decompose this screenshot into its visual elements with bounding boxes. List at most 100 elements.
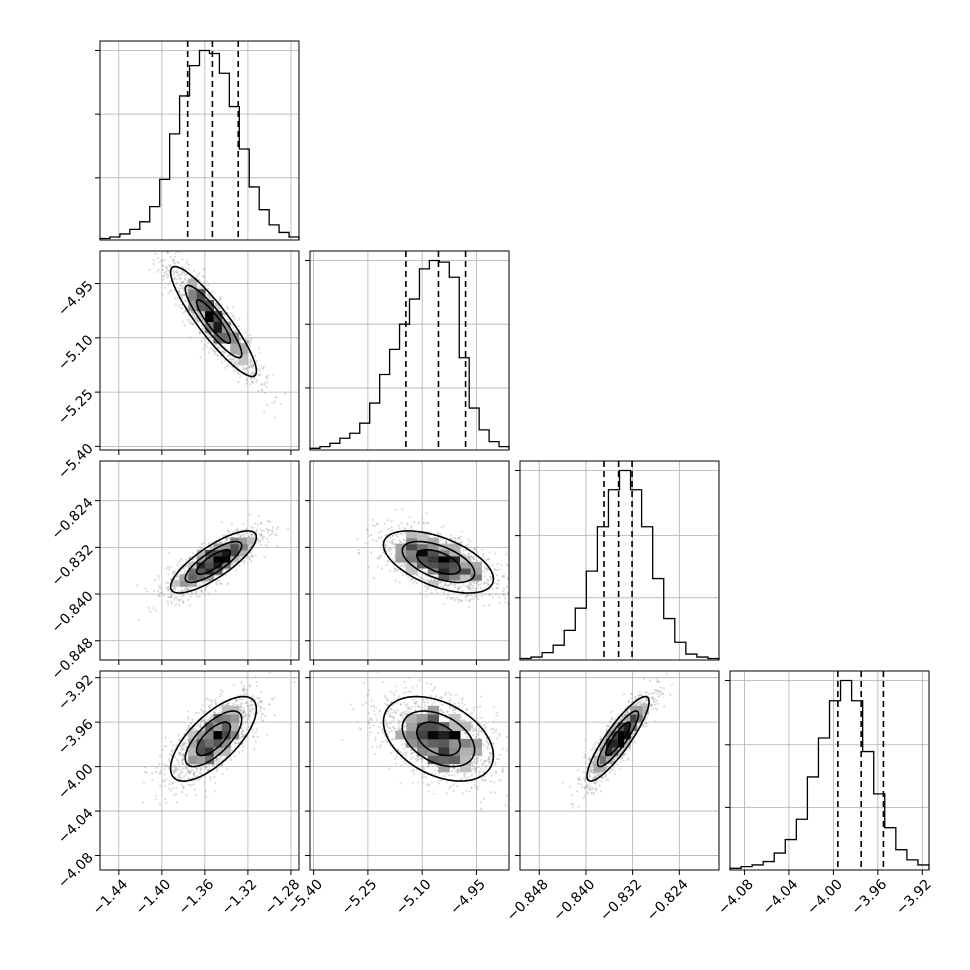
sample-point [651,692,654,695]
sample-point [186,769,189,772]
density-cell [213,730,223,740]
sample-point [487,579,490,582]
sample-point [242,710,245,714]
sample-point [208,698,211,701]
sample-point [399,714,403,717]
sample-point [158,261,161,264]
sample-point [275,528,279,531]
density-cell [427,568,439,575]
sample-point [230,563,233,566]
sample-point [224,574,228,577]
sample-point [226,307,230,310]
sample-point [243,715,246,718]
sample-point [399,713,402,716]
sample-point [492,720,495,723]
sample-point [392,692,395,695]
sample-point [252,735,255,738]
sample-point [180,595,184,598]
sample-point [157,577,160,580]
sample-point [349,703,353,706]
sample-point [247,355,251,358]
sample-point [649,704,652,707]
sample-point [260,533,263,536]
sample-point [433,701,436,704]
density-cell [188,747,198,756]
contour-level-1 [401,710,476,768]
density-cell [247,537,256,545]
sample-point [363,546,366,550]
sample-point [395,755,399,758]
sample-point [595,788,598,791]
sample-point [663,705,666,708]
sample-point [384,543,388,547]
sample-point [586,792,590,795]
sample-point [474,767,477,770]
density-cell [470,574,482,581]
sample-point [168,783,171,786]
sample-point [218,757,221,761]
sample-point [416,759,419,762]
sample-point [352,707,355,710]
sample-point [276,545,279,548]
sample-point [587,783,590,786]
sample-point [403,721,407,724]
sample-point [169,596,173,599]
sample-point [188,726,191,729]
sample-point [466,594,469,597]
sample-point [619,761,622,764]
sample-point [228,364,231,367]
sample-point [162,594,166,597]
sample-point [590,766,593,769]
sample-point [267,540,270,544]
sample-point [384,719,387,722]
sample-point [376,557,379,560]
sample-point [245,379,248,382]
sample-point [200,768,203,771]
sample-point [425,522,429,525]
sample-point [192,551,195,554]
sample-point [259,533,263,536]
sample-point [198,331,201,334]
sample-point [231,326,235,329]
sample-point [161,247,163,249]
sample-point [433,769,436,772]
sample-point [433,578,436,581]
sample-point [208,704,211,707]
sample-point [392,717,395,720]
sample-point [240,732,243,736]
sample-point [211,764,214,767]
sample-point [207,769,210,772]
sample-point [670,683,674,686]
sample-point [412,751,415,754]
sample-point [454,693,458,697]
sample-point [572,803,575,806]
sample-point [644,722,647,725]
sample-point [650,703,654,707]
sample-point [407,706,410,709]
sample-point [489,752,492,755]
sample-point [613,772,616,776]
sample-point [657,680,660,683]
sample-point [445,587,448,590]
sample-point [238,364,241,368]
sample-point [258,373,262,376]
sample-point [575,790,579,793]
sample-point [438,709,441,712]
sample-point [208,706,211,710]
sample-point [638,700,641,703]
sample-point [473,759,477,762]
sample-point [418,575,421,578]
sample-point [134,215,136,217]
sample-point [156,589,160,593]
sample-point [265,375,268,378]
sample-point [402,711,406,714]
sample-point [252,362,255,365]
sample-point [246,717,249,720]
sample-point [226,582,229,585]
density-cell [196,574,206,581]
sample-point [480,582,483,586]
sample-point [380,721,383,724]
sample-point [636,702,639,705]
sample-point [166,252,170,255]
sample-point [471,761,474,764]
